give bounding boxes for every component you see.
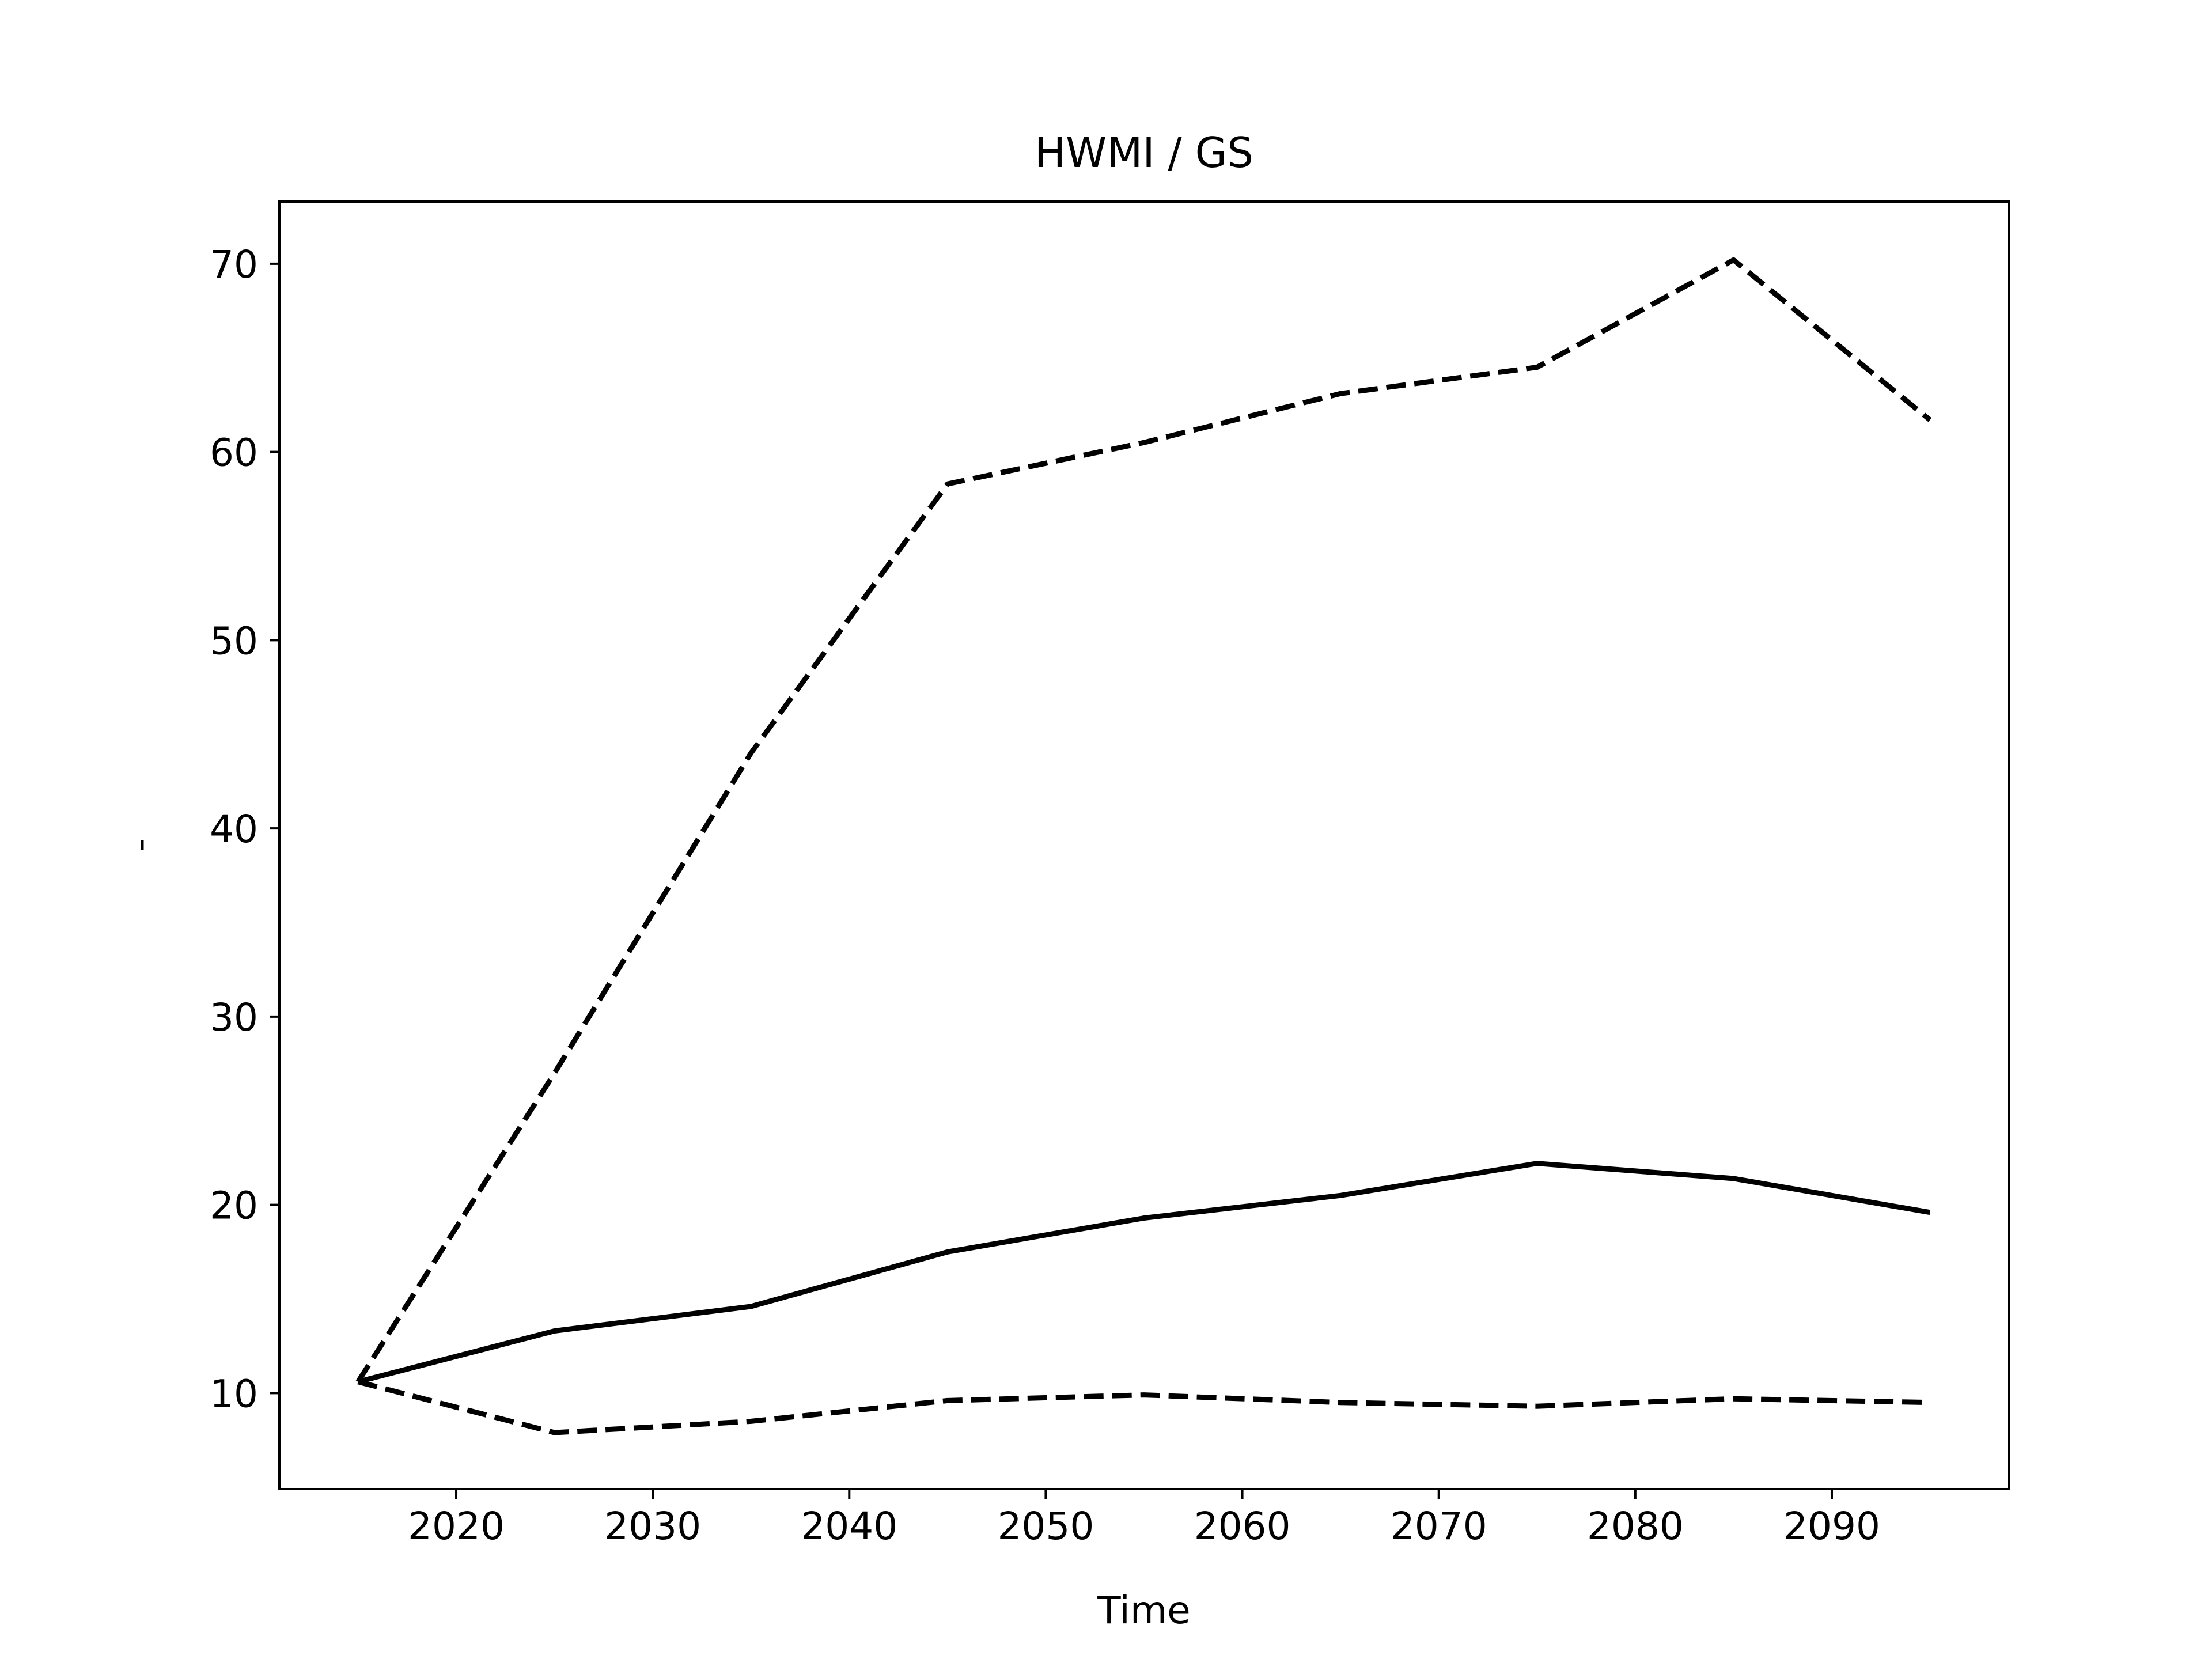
x-tick-label: 2090	[1783, 1504, 1880, 1548]
y-tick-label: 30	[210, 995, 258, 1040]
series-line-3	[357, 1379, 1930, 1435]
series-line-2	[355, 257, 1932, 1384]
x-axis-label: Time	[1097, 1588, 1191, 1633]
series-line-1	[357, 1161, 1931, 1385]
y-tick-label: 70	[210, 243, 258, 287]
y-axis-label: -	[118, 838, 162, 852]
x-tick-label: 2070	[1391, 1504, 1487, 1548]
y-axis-ticks: 10 20 30 40 50 60 70	[210, 243, 279, 1416]
y-tick-label: 40	[210, 807, 258, 851]
x-tick-label: 2020	[408, 1504, 505, 1548]
y-tick-label: 20	[210, 1184, 258, 1228]
x-tick-label: 2060	[1194, 1504, 1291, 1548]
plot-frame	[278, 200, 2010, 1490]
x-tick-label: 2080	[1587, 1504, 1684, 1548]
series-layer	[355, 257, 1932, 1435]
x-tick-label: 2040	[801, 1504, 897, 1548]
x-tick-label: 2050	[997, 1504, 1094, 1548]
y-tick-label: 10	[210, 1372, 258, 1416]
y-tick-label: 50	[210, 619, 258, 663]
x-axis-ticks: 2020 2030 2040 2050 2060 2070 2080 2090	[408, 1489, 1880, 1548]
x-tick-label: 2030	[604, 1504, 701, 1548]
chart-title: HWMI / GS	[1035, 128, 1253, 177]
y-tick-label: 60	[210, 431, 258, 475]
